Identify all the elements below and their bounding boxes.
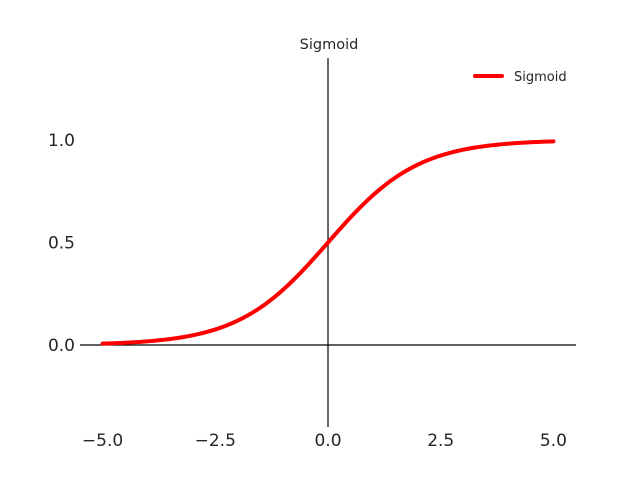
series-line-sigmoid <box>100 139 556 346</box>
x-tick-label: 0.0 <box>314 431 341 451</box>
y-tick-label: 1.0 <box>48 131 75 151</box>
chart-title: Sigmoid <box>300 37 359 53</box>
x-tick-label: −5.0 <box>82 431 123 451</box>
x-tick-label: 2.5 <box>427 431 454 451</box>
legend-label: Sigmoid <box>514 70 567 85</box>
y-tick-label: 0.0 <box>48 336 75 356</box>
legend: Sigmoid <box>473 70 567 85</box>
x-tick-label: −2.5 <box>195 431 236 451</box>
series-layer <box>100 139 556 346</box>
y-tick-label: 0.5 <box>48 234 75 254</box>
x-tick-label: 5.0 <box>540 431 567 451</box>
tick-labels: −5.0 −2.5 0.0 2.5 5.0 0.0 0.5 1.0 <box>48 131 567 451</box>
